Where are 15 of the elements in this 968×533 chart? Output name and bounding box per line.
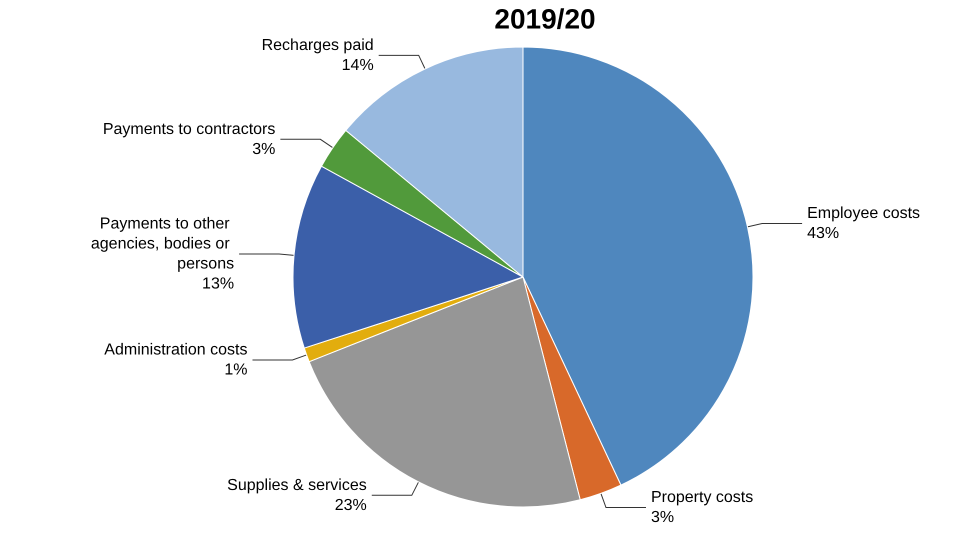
chart-title: 2019/20 xyxy=(494,4,596,34)
slice-label: Employee costs xyxy=(807,205,920,222)
data-label: 43% xyxy=(807,225,840,242)
data-label: 3% xyxy=(650,509,674,526)
slice-label: Administration costs xyxy=(104,341,248,358)
slice-label: Recharges paid xyxy=(262,36,374,54)
data-label: 3% xyxy=(252,140,276,158)
data-label: 1% xyxy=(224,361,248,378)
data-label: 23% xyxy=(334,496,367,514)
data-label: 14% xyxy=(342,56,374,74)
data-label: 13% xyxy=(202,275,234,292)
slice-label: Supplies & services xyxy=(227,476,367,494)
slice-label: Payments to other agencies, bodies or persons xyxy=(90,215,234,272)
slice-label: Payments to contractors xyxy=(102,120,276,138)
slice-label: Property costs xyxy=(650,489,754,506)
